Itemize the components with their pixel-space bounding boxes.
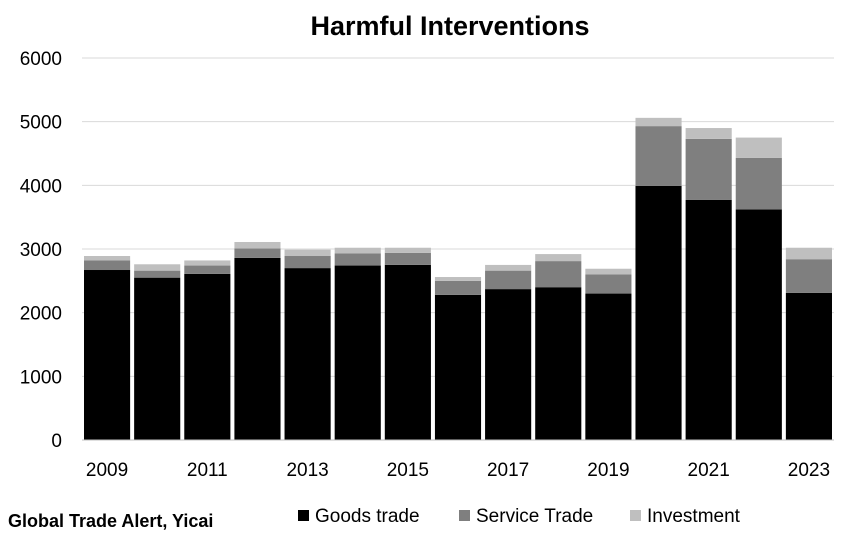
legend-swatch: [459, 510, 470, 521]
bar-segment: [384, 247, 431, 253]
y-tick-label: 4000: [20, 176, 62, 197]
bar-segment: [134, 270, 181, 278]
bar-segment: [485, 264, 532, 271]
bar-segment: [735, 157, 782, 210]
x-tick-label: 2011: [187, 460, 228, 481]
bar-segment: [785, 247, 832, 260]
bar-segment: [84, 260, 131, 271]
bar-segment: [735, 209, 782, 440]
bar-segment: [284, 256, 331, 269]
bar-segment: [184, 260, 231, 266]
x-tick-label: 2019: [587, 460, 629, 481]
bar-segment: [284, 268, 331, 440]
source-note: Global Trade Alert, Yicai: [8, 511, 213, 531]
x-tick-label: 2009: [86, 460, 128, 481]
bar-segment: [485, 289, 532, 440]
bar-segment: [234, 248, 281, 258]
legend-swatch: [298, 510, 309, 521]
bar-segment: [535, 287, 582, 440]
bar-segment: [334, 265, 381, 440]
bar-segment: [184, 273, 231, 440]
bar-segment: [384, 252, 431, 265]
x-tick-label: 2017: [487, 460, 529, 481]
legend-swatch: [630, 510, 641, 521]
bar-segment: [234, 241, 281, 249]
bar-segment: [635, 185, 682, 440]
bar-segment: [585, 268, 632, 275]
bar-segment: [434, 294, 482, 440]
bar-segment: [585, 274, 632, 294]
bar-segment: [685, 199, 732, 440]
legend: Goods trade Service Trade Investment: [298, 506, 741, 527]
bar-segment: [184, 265, 231, 274]
legend-label: Investment: [647, 506, 741, 527]
legend-label: Service Trade: [476, 506, 593, 527]
x-tick-label: 2015: [387, 460, 429, 481]
bar-segment: [434, 277, 482, 281]
bar-segment: [434, 280, 482, 295]
bar-segment: [635, 126, 682, 186]
bar-segment: [384, 264, 431, 440]
y-tick-label: 1000: [20, 367, 62, 388]
y-axis-ticks: 0 1000 2000 3000 4000 5000 6000: [20, 49, 62, 452]
bar-segment: [134, 277, 181, 440]
y-tick-label: 2000: [20, 304, 62, 325]
bar-segment: [535, 254, 582, 262]
y-tick-label: 0: [51, 431, 62, 452]
bars: [84, 117, 832, 440]
bar-segment: [284, 249, 331, 257]
x-axis-ticks: 2009 2011 2013 2015 2017 2019 2021 2023: [86, 460, 830, 481]
bar-segment: [785, 259, 832, 293]
y-tick-label: 3000: [20, 240, 62, 261]
bar-segment: [685, 128, 732, 139]
y-tick-label: 6000: [20, 49, 62, 70]
bar-segment: [585, 293, 632, 440]
bar-segment: [685, 138, 732, 200]
bar-segment: [134, 264, 181, 271]
bar-segment: [334, 253, 381, 266]
bar-segment: [735, 137, 782, 158]
bar-segment: [785, 292, 832, 440]
x-tick-label: 2013: [286, 460, 328, 481]
bar-segment: [234, 257, 281, 440]
y-tick-label: 5000: [20, 113, 62, 134]
bar-segment: [84, 270, 131, 440]
x-tick-label: 2023: [788, 460, 830, 481]
x-tick-label: 2021: [688, 460, 730, 481]
legend-label: Goods trade: [315, 506, 420, 527]
bar-segment: [635, 117, 682, 127]
bar-segment: [84, 256, 131, 261]
chart-title: Harmful Interventions: [310, 11, 589, 41]
bar-segment: [535, 261, 582, 288]
bar-segment: [334, 247, 381, 254]
bar-segment: [485, 270, 532, 290]
